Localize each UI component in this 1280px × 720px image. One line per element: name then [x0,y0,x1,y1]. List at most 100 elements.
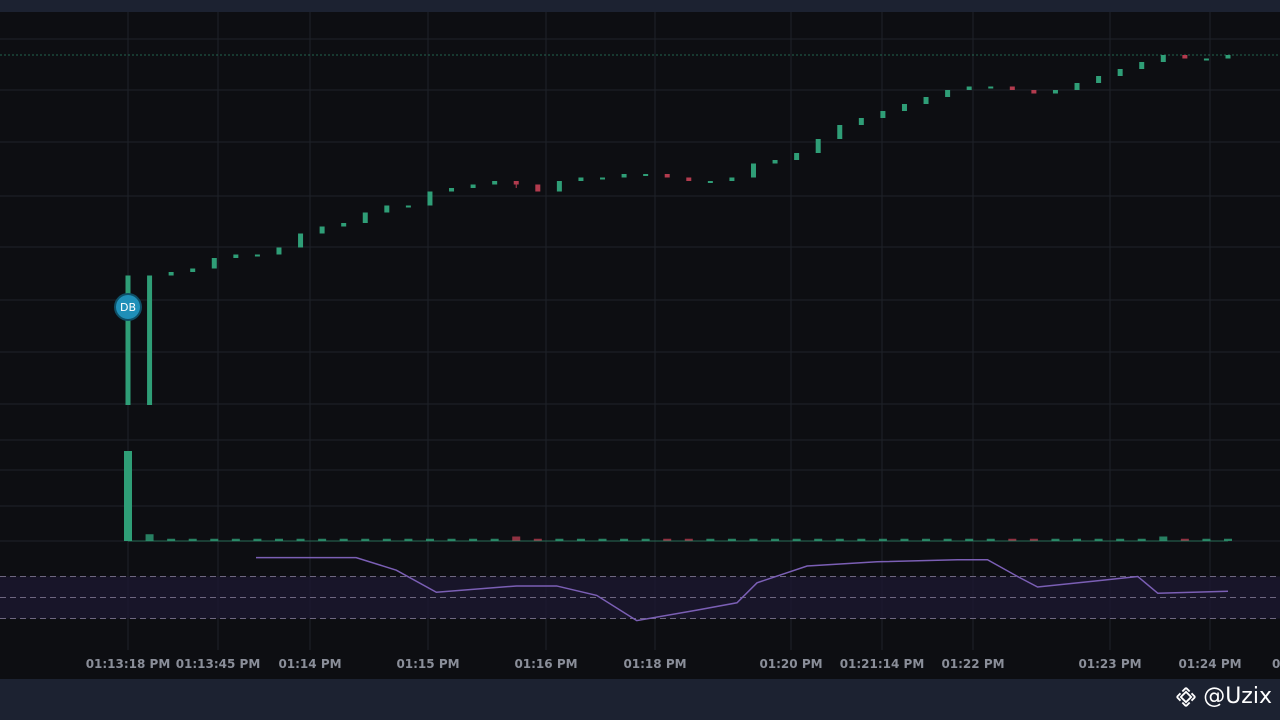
watermark-label: @Uzix [1203,684,1272,709]
volume-bar [145,534,154,541]
volume-bar [361,538,370,541]
candle [945,90,951,97]
candle [125,275,131,405]
candle [1052,90,1058,94]
volume-bar [641,538,650,541]
candle [578,177,584,181]
x-tick-label: 01:24 PM [1178,657,1241,671]
volume-bar [274,538,283,541]
candle [750,163,756,178]
volume-bar [318,538,327,541]
price-chart[interactable]: 01:13:18 PM 01:13:45 PM 01:14 PM 01:15 PM 01… [0,12,1280,679]
candle [190,268,196,272]
volume-bar [382,538,391,541]
volume-bar [814,538,823,541]
x-tick-label: 01:21:14 PM [840,657,925,671]
x-tick-label: 01:13:18 PM [86,657,171,671]
candle [794,153,800,160]
volume-bar [210,538,219,541]
volume-bar [253,538,262,541]
bottom-bar [0,679,1280,720]
candle [1160,55,1166,62]
volume-bar [1159,536,1168,541]
x-tick-label: 01:22 PM [941,657,1004,671]
candle [1009,86,1015,90]
volume-bar [706,538,715,541]
volume-bar [598,538,607,541]
candle [168,272,174,276]
top-bar [0,0,1280,12]
candle [815,139,821,153]
candle [362,212,368,223]
volume-bar [469,538,478,541]
candle [276,247,282,255]
candle [556,181,562,192]
candle [729,177,735,181]
candle [707,181,713,183]
volume-bar [1116,538,1125,541]
volume-bar [188,538,197,541]
x-tick-label: 01: [1272,657,1280,671]
volume-bar [965,538,974,541]
candle [492,181,498,185]
volume-bar [124,451,132,541]
candle [1139,62,1145,69]
candle [772,160,778,164]
candle [254,254,260,257]
volume-bar [663,538,672,541]
volume-bar [1202,538,1211,541]
x-tick-label: 01:23 PM [1078,657,1141,671]
chart-area[interactable]: 01:13:18 PM 01:13:45 PM 01:14 PM 01:15 PM 01… [0,12,1280,679]
volume-bar [1180,538,1189,541]
candle [319,226,325,234]
candle [470,184,476,188]
volume-bar [555,538,564,541]
candle [643,174,649,176]
candle [923,97,929,104]
volume-bar [231,538,240,541]
candle [621,174,627,178]
volume-bar [727,538,736,541]
candle [535,184,541,192]
volume-bar [792,538,801,541]
candles [125,55,1231,405]
candle [384,205,390,213]
volume-bar [943,538,952,541]
candle [686,177,692,181]
oscillator-line [256,556,1229,622]
binance-logo-icon [1176,686,1197,707]
candle [1074,83,1080,90]
candle [1096,76,1102,83]
candle [341,223,347,227]
volume-bar [339,538,348,541]
candle [1182,55,1188,59]
candle [1117,69,1123,76]
volume-bar [296,538,305,541]
volume-bar [986,538,995,541]
candle [988,86,994,89]
candle [233,254,239,258]
volume-bar [576,538,585,541]
candle [837,125,843,139]
db-badge[interactable]: DB [114,293,142,321]
x-tick-label: 01:15 PM [396,657,459,671]
x-tick-label: 01:16 PM [514,657,577,671]
candle [1031,90,1037,94]
volume-bar [404,538,413,541]
candle [427,191,433,206]
volume-bar [1051,538,1060,541]
volume-bar [1094,538,1103,541]
volume-bar [1029,538,1038,541]
candle [211,258,217,269]
volume-bar [533,538,542,541]
candle [449,188,455,192]
candle [513,181,519,185]
volume-bar [835,538,844,541]
volume-bar [167,538,176,541]
volume-bar [512,536,521,541]
x-tick-label: 01:20 PM [759,657,822,671]
candle [298,233,304,248]
candle [405,205,411,208]
volume-bar [620,538,629,541]
volume-bar [771,538,780,541]
